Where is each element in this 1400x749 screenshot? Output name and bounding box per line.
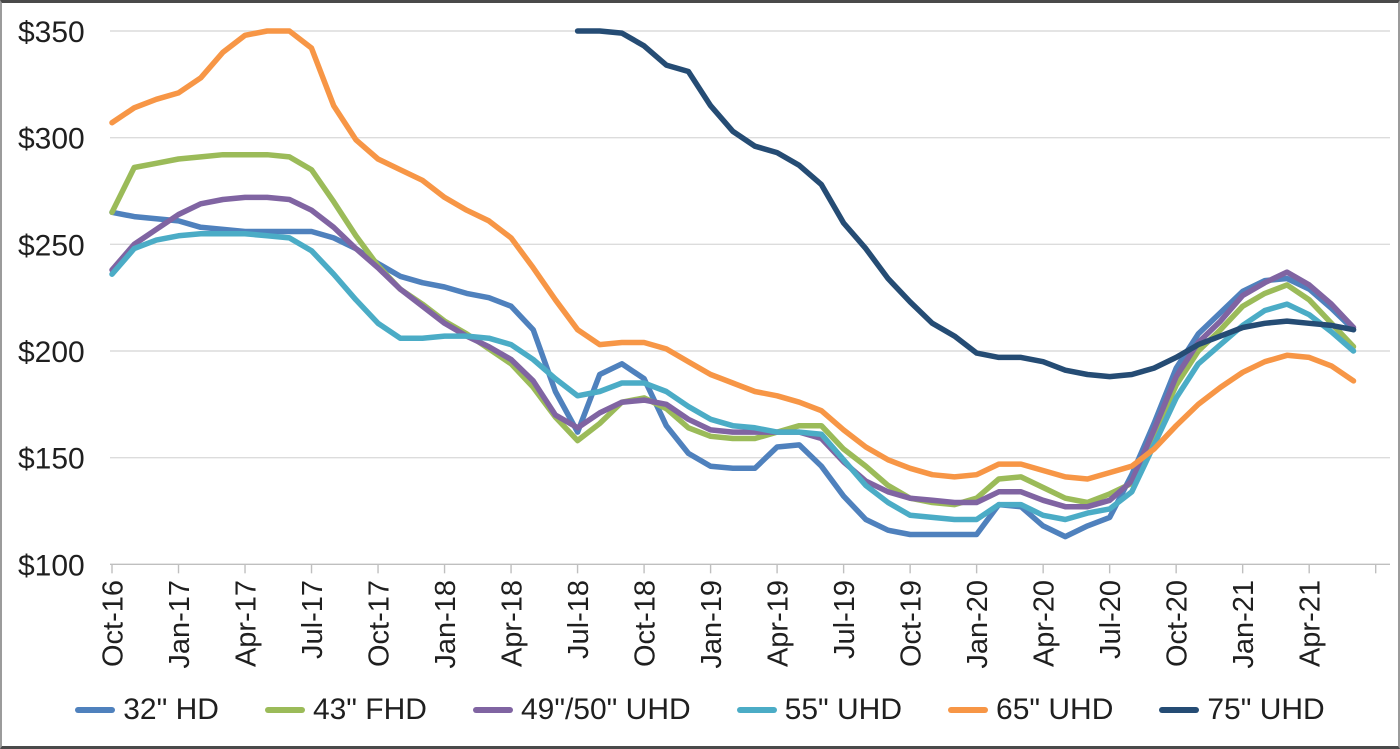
y-axis-label: $250: [18, 229, 85, 262]
legend-line-swatch: [948, 707, 989, 713]
legend-label: 43" FHD: [312, 693, 427, 726]
series-line-2: [109, 194, 1357, 510]
x-axis-label: Oct-18: [630, 580, 662, 667]
x-axis-label: Jan-21: [1228, 580, 1260, 669]
x-axis-label: Oct-20: [1162, 580, 1194, 667]
legend-line-swatch: [1159, 707, 1200, 713]
price-trend-chart: $350 $300 $250 $200 $150 $100 Oct-16 Jan-17 Apr-…: [18, 16, 1390, 669]
legend-label: 55" UHD: [784, 693, 903, 726]
y-axis-label: $350: [18, 16, 85, 49]
x-axis-label: Jan-18: [430, 580, 462, 669]
x-axis-label: Jul-17: [297, 580, 329, 659]
x-axis-label: Jul-19: [829, 580, 861, 659]
x-axis-label: Apr-20: [1029, 580, 1061, 667]
x-axis-label: Apr-19: [763, 580, 795, 667]
x-axis-label: Apr-21: [1295, 580, 1327, 667]
legend-label: 32" HD: [123, 693, 219, 726]
x-axis-label: Jan-20: [962, 580, 994, 669]
legend-line-swatch: [472, 707, 513, 713]
legend-item-3: 55" UHD: [736, 693, 903, 726]
legend-line-swatch: [264, 707, 305, 713]
series-line-1: [109, 151, 1357, 508]
x-axis-label: Oct-16: [98, 580, 130, 667]
legend-item-0: 32" HD: [75, 695, 219, 725]
legend-label: 75" UHD: [1207, 693, 1325, 726]
legend-label: 65" UHD: [996, 693, 1114, 726]
y-axis-label: $150: [18, 443, 85, 476]
x-axis-label: Oct-17: [364, 580, 396, 667]
legend-label: 49"/50" UHD: [520, 693, 691, 726]
series-line-4: [109, 28, 1357, 482]
legend-item-1: 43" FHD: [264, 693, 427, 726]
legend-line-swatch: [75, 707, 116, 713]
legend-item-4: 65" UHD: [948, 695, 1113, 725]
x-axis-label: Oct-19: [896, 580, 928, 667]
x-axis-label: Jul-18: [563, 580, 595, 659]
legend-item-5: 75" UHD: [1159, 693, 1325, 726]
x-axis-label: Apr-18: [497, 580, 529, 667]
legend-line-swatch: [736, 707, 777, 713]
x-axis-label: Apr-17: [231, 580, 263, 667]
x-axis-label: Jul-20: [1095, 580, 1127, 659]
chart-legend: 32" HD 43" FHD 49"/50" UHD 55" UHD 65" UHD 75…: [2, 684, 1398, 736]
y-axis-label: $200: [18, 336, 85, 369]
series-line-0: [109, 209, 1357, 540]
series-line-5: [574, 28, 1357, 380]
x-axis-label: Jan-17: [164, 580, 196, 669]
y-axis-label: $300: [18, 123, 85, 156]
series-line-3: [109, 230, 1357, 523]
x-axis-label: Jan-19: [696, 580, 728, 669]
legend-item-2: 49"/50" UHD: [472, 693, 691, 726]
y-axis-label: $100: [18, 549, 85, 582]
